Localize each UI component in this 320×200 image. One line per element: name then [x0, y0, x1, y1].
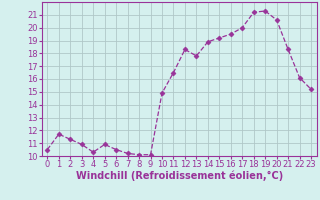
- X-axis label: Windchill (Refroidissement éolien,°C): Windchill (Refroidissement éolien,°C): [76, 171, 283, 181]
